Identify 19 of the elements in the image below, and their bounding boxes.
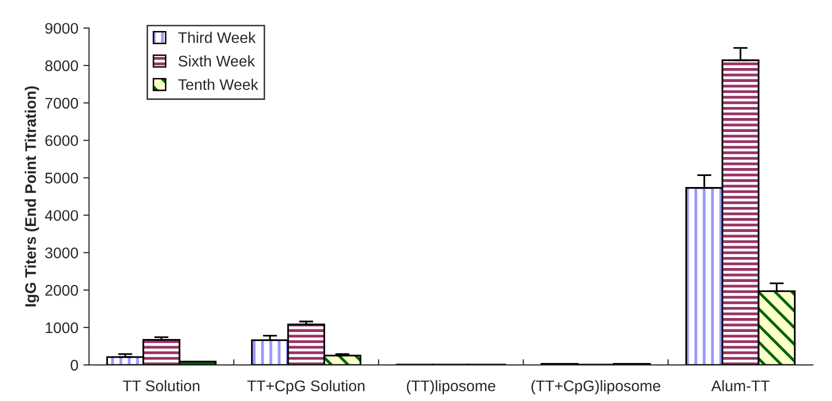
legend-label: Sixth Week	[178, 55, 255, 67]
y-tick-label: 1000	[46, 322, 78, 334]
x-tick-label: (TT)liposome	[406, 380, 496, 394]
y-tick-label: 3000	[45, 248, 78, 258]
legend-label: Third Week	[178, 32, 256, 44]
y-tick-label: 7000	[45, 98, 78, 109]
y-tick-label: 2000	[45, 284, 78, 296]
y-tick-label: 4000	[44, 210, 78, 221]
y-axis-title: IgG Titers (End Point Titration)	[24, 86, 40, 306]
x-tick-label: TT+CpG Solution	[247, 380, 364, 394]
y-tick-label: 5000	[45, 172, 78, 184]
legend-label: Tenth Week	[178, 78, 258, 90]
y-tick-label: 6000	[45, 135, 78, 146]
y-tick-label: 0	[70, 360, 78, 371]
x-tick-label: Alum-TT	[711, 380, 770, 392]
x-tick-label: TT Solution	[122, 380, 200, 392]
y-tick-label: 9000	[45, 22, 78, 34]
y-tick-label: 8000	[45, 60, 78, 72]
x-tick-label: (TT+CpG)liposome	[532, 380, 660, 394]
